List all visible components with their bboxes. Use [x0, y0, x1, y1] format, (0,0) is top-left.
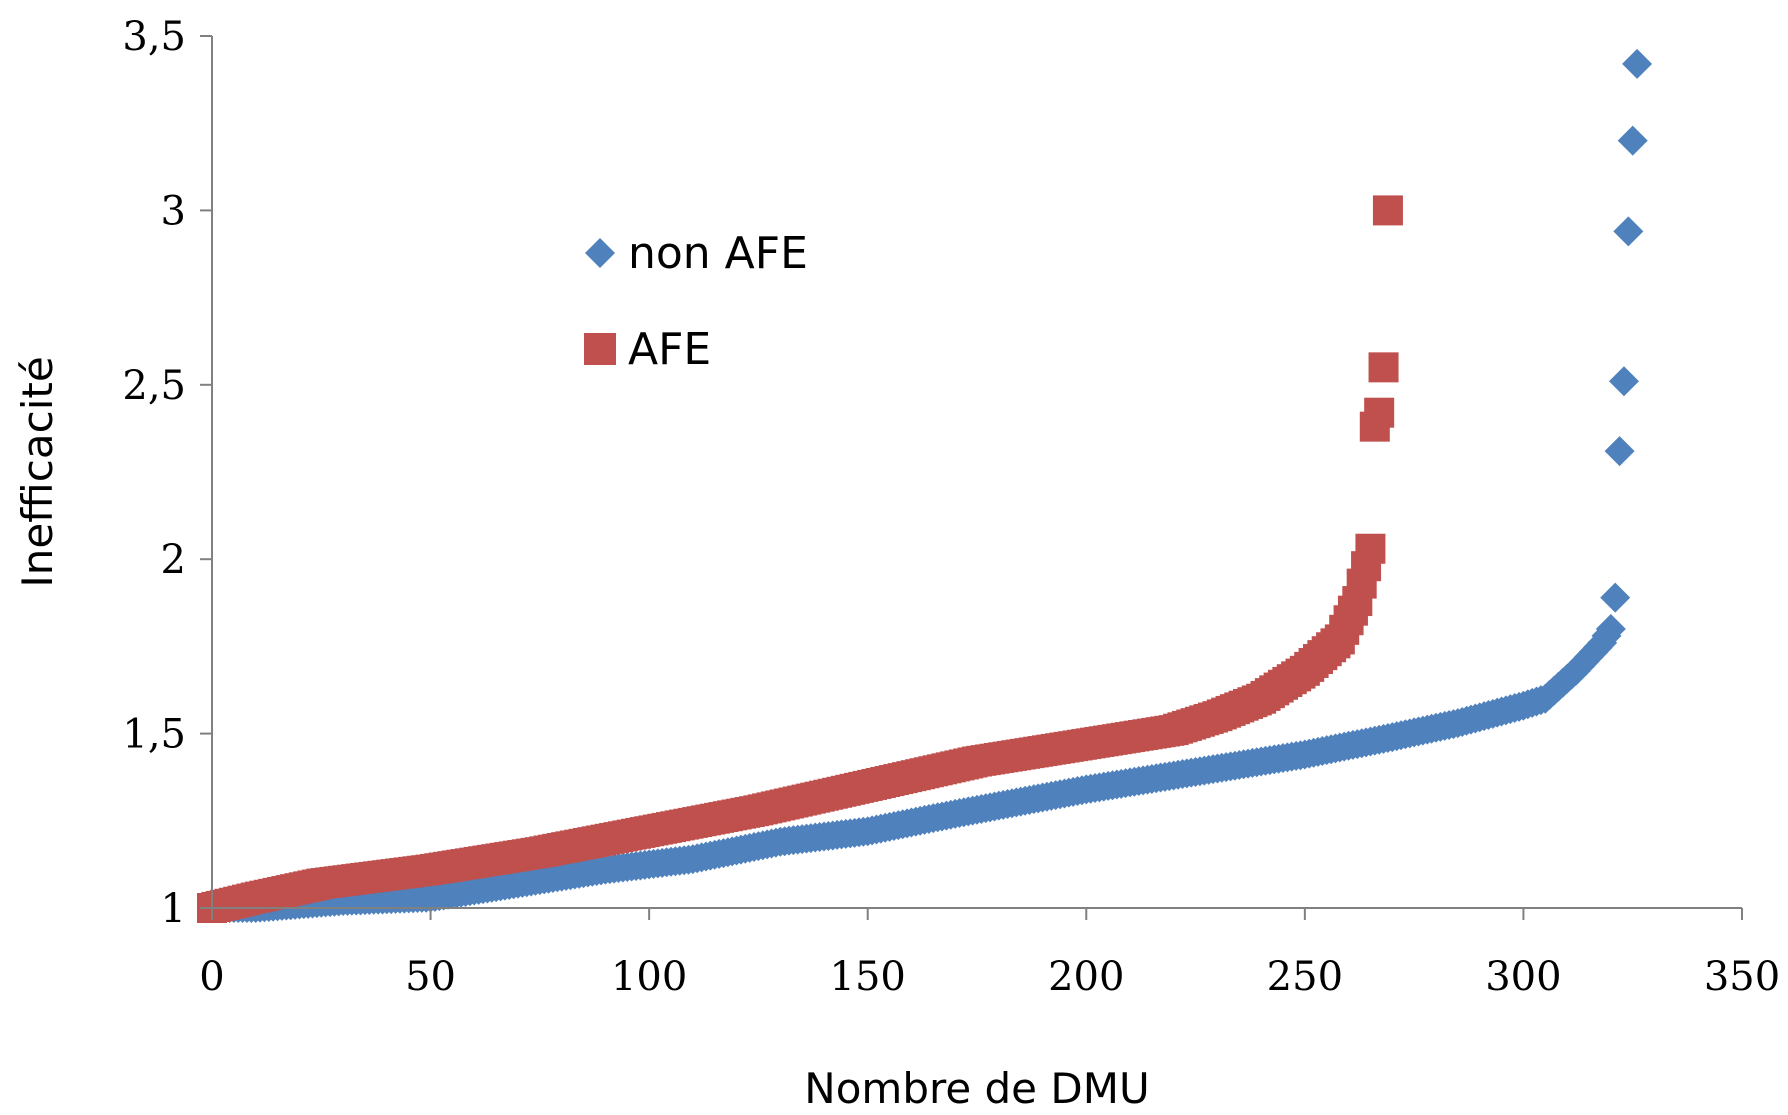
point-non-afe	[1608, 366, 1639, 397]
y-tick-label: 1,5	[122, 712, 186, 758]
plot-area	[197, 48, 1653, 923]
point-afe	[1368, 352, 1399, 383]
legend-label-afe: AFE	[628, 324, 711, 375]
point-non-afe	[1600, 582, 1631, 613]
legend-marker-square-icon	[584, 333, 616, 365]
x-tick-label: 100	[611, 954, 687, 1000]
x-tick-label: 350	[1704, 954, 1780, 1000]
legend-marker-diamond-icon	[585, 238, 615, 268]
y-tick-label: 3,5	[122, 14, 186, 60]
point-non-afe	[1617, 125, 1648, 156]
legend-item-non-afe: non AFE	[585, 228, 808, 279]
x-tick-label: 250	[1267, 954, 1343, 1000]
point-non-afe	[1622, 48, 1653, 79]
y-tick-label: 2,5	[122, 363, 186, 409]
x-tick-label: 0	[199, 954, 224, 1000]
x-axis-title: Nombre de DMU	[804, 1064, 1149, 1113]
y-tick-label: 3	[161, 188, 186, 234]
y-tick-label: 2	[161, 537, 186, 583]
x-tick-label: 300	[1485, 954, 1561, 1000]
point-afe	[1364, 397, 1395, 428]
x-tick-label: 50	[405, 954, 456, 1000]
legend-item-afe: AFE	[584, 324, 711, 375]
legend-label-non-afe: non AFE	[628, 228, 808, 279]
axes: 1 1,5 2 2,5 3 3,5 0 50 100 150 200 250 300 350	[122, 14, 1780, 1000]
x-tick-label: 150	[830, 954, 906, 1000]
y-tick-label: 1	[161, 886, 186, 932]
legend: non AFE AFE	[584, 228, 808, 375]
x-tick-label: 200	[1048, 954, 1124, 1000]
point-non-afe	[1613, 216, 1644, 247]
y-axis-title: Inefficacité	[13, 356, 62, 587]
point-afe	[1355, 533, 1386, 564]
point-non-afe	[1604, 436, 1635, 467]
point-non-afe	[1595, 613, 1626, 644]
point-afe	[1372, 195, 1403, 226]
